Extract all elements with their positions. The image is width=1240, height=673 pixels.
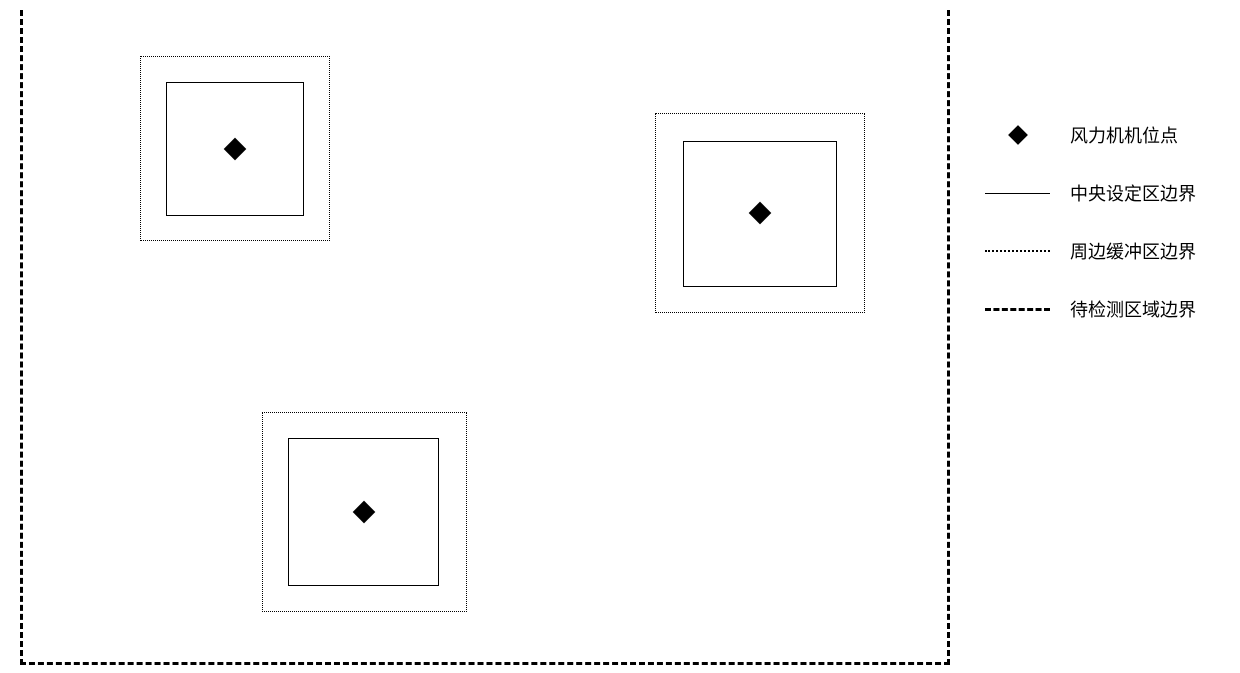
legend-symbol-solid bbox=[980, 193, 1055, 194]
legend-label-turbine: 风力机机位点 bbox=[1070, 122, 1178, 148]
legend-label-central: 中央设定区边界 bbox=[1070, 180, 1196, 206]
diagram-container bbox=[20, 10, 950, 665]
solid-line-icon bbox=[985, 193, 1050, 194]
legend-label-detection: 待检测区域边界 bbox=[1070, 296, 1196, 322]
dashed-line-icon bbox=[985, 308, 1050, 311]
legend-symbol-dashed bbox=[980, 308, 1055, 311]
legend-item-buffer: 周边缓冲区边界 bbox=[980, 241, 1240, 261]
legend-item-turbine: 风力机机位点 bbox=[980, 125, 1240, 145]
legend-symbol-diamond bbox=[980, 128, 1055, 142]
diamond-icon bbox=[1008, 125, 1028, 145]
legend-container: 风力机机位点 中央设定区边界 周边缓冲区边界 待检测区域边界 bbox=[980, 125, 1240, 357]
legend-item-detection: 待检测区域边界 bbox=[980, 299, 1240, 319]
legend-symbol-dotted bbox=[980, 250, 1055, 252]
dotted-line-icon bbox=[985, 250, 1050, 252]
legend-item-central: 中央设定区边界 bbox=[980, 183, 1240, 203]
legend-label-buffer: 周边缓冲区边界 bbox=[1070, 238, 1196, 264]
